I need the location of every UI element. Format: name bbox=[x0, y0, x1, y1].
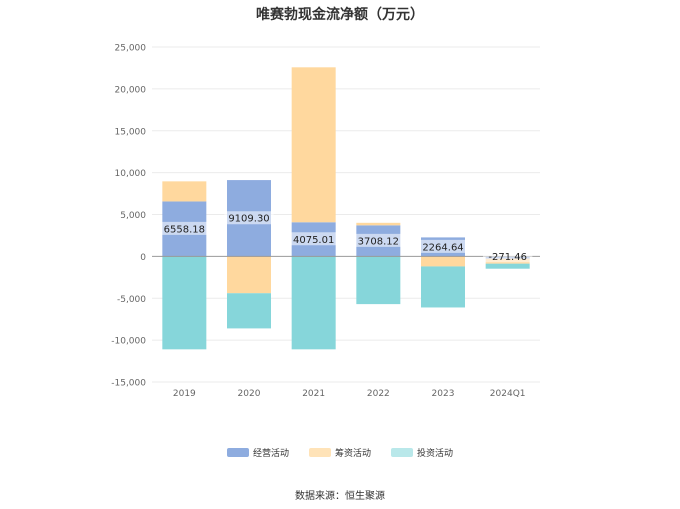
y-tick-label: 10,000 bbox=[115, 169, 147, 179]
x-tick-label: 2020 bbox=[238, 389, 261, 399]
data-label-bg bbox=[353, 233, 404, 247]
data-label: 9109.30 bbox=[228, 214, 269, 225]
data-label-bg bbox=[159, 221, 210, 235]
y-tick-label: 5,000 bbox=[120, 211, 146, 221]
bar-investing bbox=[162, 256, 207, 350]
legend-label-investing: 投资活动 bbox=[417, 449, 454, 459]
data-source: 数据来源：恒生聚源 bbox=[295, 491, 385, 502]
y-tick-label: 0 bbox=[140, 253, 146, 263]
bar-financing bbox=[421, 256, 465, 267]
data-label: 6558.18 bbox=[164, 224, 205, 235]
legend-swatch-operating bbox=[226, 448, 249, 457]
bar-investing bbox=[291, 256, 336, 350]
data-label: 2264.64 bbox=[422, 242, 463, 253]
data-label-bg bbox=[288, 232, 339, 246]
x-tick-label: 2019 bbox=[173, 389, 196, 399]
data-label-bg bbox=[418, 239, 468, 253]
legend-item-operating[interactable]: 经营活动 bbox=[226, 446, 289, 459]
bar-investing bbox=[356, 256, 401, 305]
x-tick-label: 2021 bbox=[302, 389, 325, 399]
legend-item-investing[interactable]: 投资活动 bbox=[391, 446, 453, 459]
data-label-bg bbox=[482, 249, 533, 263]
chart-plot: -15,000 -10,000 -5,000 0 5,000 10,000 15,000 20… bbox=[111, 44, 540, 399]
y-tick-label: 20,000 bbox=[115, 85, 147, 95]
bar-investing bbox=[421, 266, 465, 308]
data-label: 4075.01 bbox=[293, 235, 334, 246]
x-tick-label: 2022 bbox=[367, 389, 390, 399]
data-label-bg bbox=[224, 211, 274, 225]
x-tick-label: 2023 bbox=[432, 389, 455, 399]
bar-investing bbox=[485, 263, 530, 269]
y-tick-label: 15,000 bbox=[115, 127, 147, 137]
bar-financing bbox=[227, 256, 271, 294]
legend-item-financing[interactable]: 筹资活动 bbox=[308, 446, 371, 459]
bar-financing bbox=[291, 67, 336, 223]
x-tick-label: 2024Q1 bbox=[490, 389, 526, 399]
data-label: -271.46 bbox=[488, 252, 527, 263]
chart-legend: 经营活动 筹资活动 投资活动 bbox=[0, 446, 680, 459]
legend-swatch-investing bbox=[391, 448, 413, 457]
data-label: 3708.12 bbox=[358, 236, 399, 247]
y-tick-label: -10,000 bbox=[111, 337, 146, 347]
legend-label-operating: 经营活动 bbox=[252, 449, 289, 459]
legend-swatch-financing bbox=[308, 448, 331, 457]
bar-investing bbox=[227, 293, 271, 329]
bar-financing bbox=[356, 222, 401, 226]
y-tick-label: 25,000 bbox=[115, 44, 147, 54]
chart-title: 唯赛勃现金流净额（万元） bbox=[256, 7, 424, 23]
y-tick-label: -5,000 bbox=[117, 295, 146, 305]
bar-financing bbox=[162, 181, 207, 202]
legend-label-financing: 筹资活动 bbox=[334, 449, 371, 459]
y-tick-label: -15,000 bbox=[111, 379, 146, 389]
